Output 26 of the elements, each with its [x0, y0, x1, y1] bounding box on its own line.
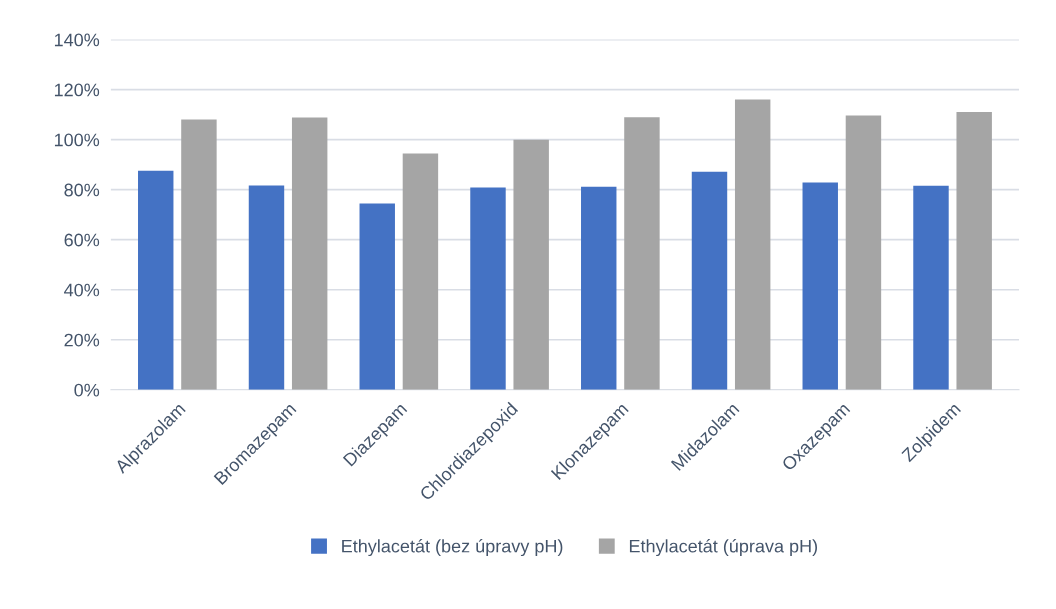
bar [513, 139, 549, 390]
y-tick-label: 120% [54, 83, 100, 97]
y-tick-label: 140% [54, 33, 100, 47]
bar [248, 185, 285, 390]
y-tick-label: 0% [74, 383, 100, 397]
bar [470, 187, 506, 390]
bar [291, 117, 328, 390]
bar [691, 171, 728, 390]
bar [359, 203, 395, 390]
bar [845, 115, 882, 390]
bar [913, 185, 949, 390]
bar [138, 170, 174, 390]
y-tick-label: 40% [64, 283, 100, 297]
bar [802, 182, 838, 390]
bar [734, 99, 771, 390]
bar [581, 186, 617, 390]
legend-label: Ethylacetát (úprava pH) [629, 539, 818, 557]
y-tick-label: 60% [64, 233, 100, 247]
y-tick-label: 20% [64, 333, 100, 347]
y-tick-label: 100% [54, 133, 100, 147]
bar [624, 117, 660, 390]
legend-label: Ethylacetát (bez úpravy pH) [342, 539, 563, 557]
bar [956, 112, 992, 390]
bar [181, 119, 217, 390]
y-tick-label: 80% [64, 183, 100, 197]
bar [402, 153, 439, 390]
